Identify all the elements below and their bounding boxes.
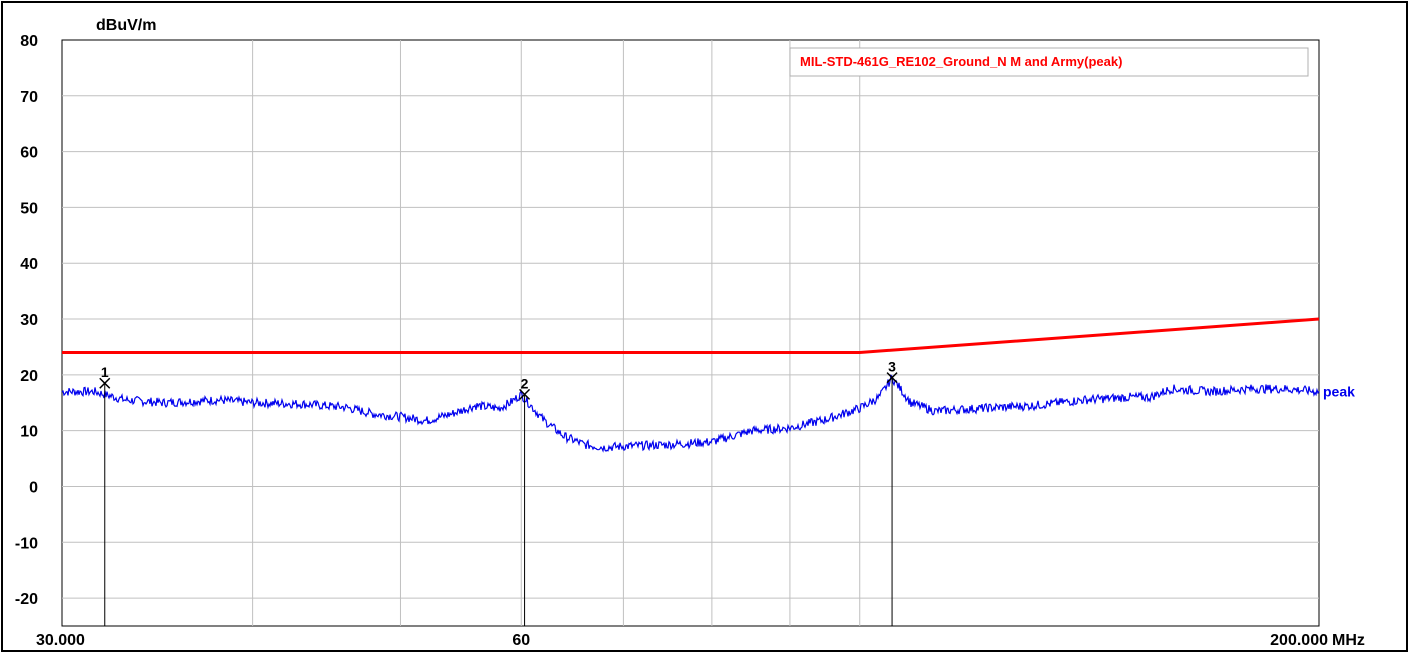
y-tick-label: 60 xyxy=(20,145,38,162)
marker-cross xyxy=(99,377,111,389)
grid xyxy=(62,40,1319,626)
x-axis-ticks: 30.000 60 200.000 xyxy=(36,632,1328,649)
marker-label: 3 xyxy=(888,359,896,375)
x-tick-label: 200.000 xyxy=(1270,632,1328,649)
y-tick-label: 70 xyxy=(20,89,38,106)
y-tick-label: 50 xyxy=(20,200,38,217)
marker-label: 1 xyxy=(101,364,109,380)
y-tick-label: 40 xyxy=(20,256,38,273)
legend-box xyxy=(789,47,1309,77)
marker-2: 2 xyxy=(519,375,531,626)
legend: MIL-STD-461G_RE102_Ground_N M and Army(p… xyxy=(789,47,1309,77)
trace-label: peak xyxy=(1323,384,1355,400)
y-axis-ticks: 80 70 60 50 40 30 20 10 0 -10 -20 xyxy=(15,33,38,608)
marker-1: 1 xyxy=(99,364,111,626)
marker-cross xyxy=(886,372,898,384)
peak-trace xyxy=(61,374,1320,453)
y-tick-label: 10 xyxy=(20,424,38,441)
x-axis-unit: MHz xyxy=(1332,632,1365,649)
y-tick-label: 30 xyxy=(20,312,38,329)
marker-3: 3 xyxy=(886,359,898,626)
y-tick-label: 20 xyxy=(20,368,38,385)
y-tick-label: 80 xyxy=(20,33,38,50)
marker-cross xyxy=(519,388,531,400)
series-group xyxy=(61,317,1320,453)
x-tick-label: 60 xyxy=(512,632,530,649)
legend-entry-limit: MIL-STD-461G_RE102_Ground_N M and Army(p… xyxy=(800,54,1122,69)
markers-group: 1 2 3 xyxy=(99,359,898,626)
y-tick-label: 0 xyxy=(29,479,38,496)
y-axis-unit: dBuV/m xyxy=(96,17,156,34)
y-tick-label: -10 xyxy=(15,535,38,552)
y-tick-label: -20 xyxy=(15,591,38,608)
marker-label: 2 xyxy=(521,375,529,391)
limit-line xyxy=(62,317,1320,354)
x-tick-label: 30.000 xyxy=(36,632,85,649)
